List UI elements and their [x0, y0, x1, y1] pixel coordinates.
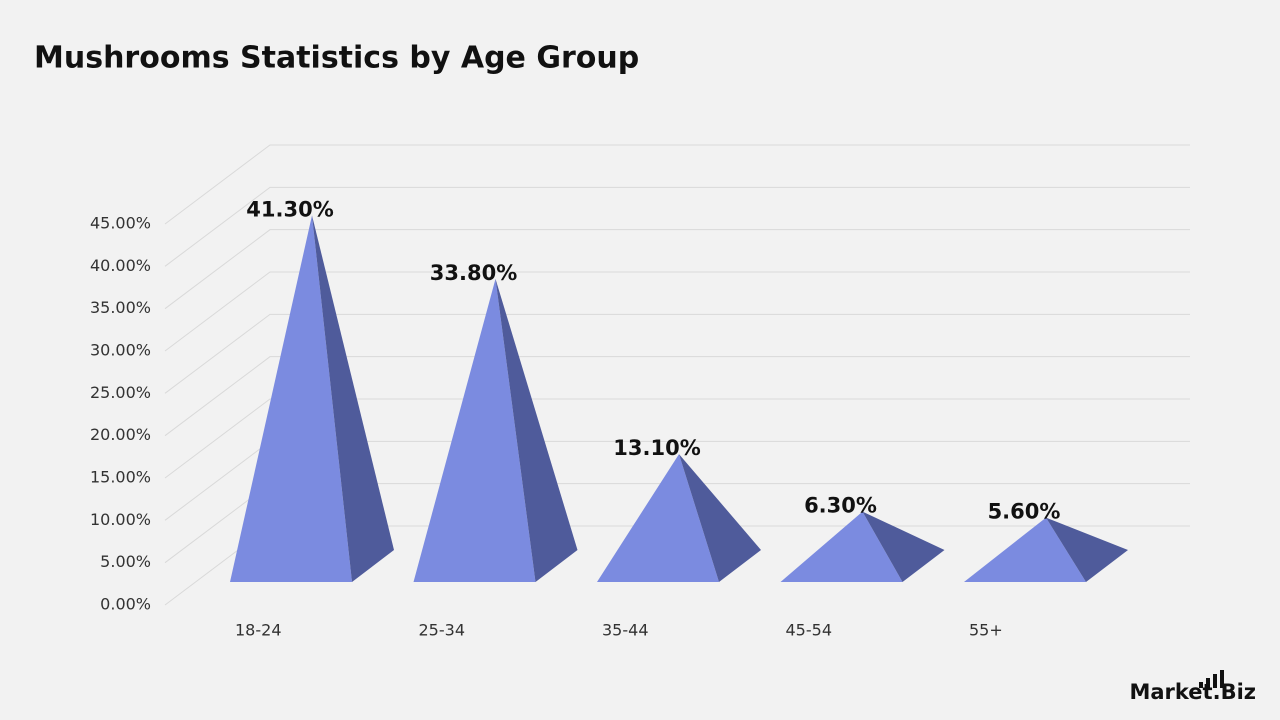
grid-line — [164, 144, 1190, 225]
y-tick-label: 5.00% — [100, 552, 151, 571]
grid-line — [164, 398, 1190, 479]
pyramid-side — [1046, 517, 1128, 582]
pyramid-side — [495, 278, 578, 582]
x-tick-label: 45-54 — [786, 621, 833, 640]
pyramid-side — [312, 215, 394, 582]
data-label: 5.60% — [988, 500, 1061, 524]
y-tick-label: 15.00% — [90, 468, 151, 487]
y-tick-label: 45.00% — [90, 214, 151, 233]
pyramid-front — [597, 454, 719, 582]
pyramid-front — [413, 278, 536, 582]
pyramid-front — [780, 511, 903, 582]
logo-bar — [1213, 674, 1217, 688]
y-tick-label: 25.00% — [90, 383, 151, 402]
pyramid-side — [679, 454, 761, 582]
chart-title: Mushrooms Statistics by Age Group — [34, 41, 639, 76]
y-tick-label: 0.00% — [100, 595, 151, 614]
x-tick-label: 55+ — [969, 621, 1003, 640]
x-tick-label: 35-44 — [602, 621, 649, 640]
brand-logo: Market.Biz — [1129, 670, 1256, 704]
pyramid-side — [862, 511, 945, 582]
grid-line — [164, 356, 1190, 437]
pyramid-front — [964, 517, 1086, 582]
y-tick-label: 10.00% — [90, 510, 151, 529]
data-label: 41.30% — [246, 197, 333, 221]
pyramid-front — [230, 215, 352, 582]
logo-bar — [1220, 670, 1224, 688]
grid-line — [164, 186, 1190, 267]
data-label: 6.30% — [804, 494, 877, 518]
y-tick-label: 35.00% — [90, 298, 151, 317]
x-tick-label: 18-24 — [235, 621, 282, 640]
grid-line — [164, 313, 1190, 394]
logo-bar — [1199, 682, 1203, 688]
grid-line — [164, 271, 1190, 352]
data-label: 33.80% — [430, 261, 517, 285]
y-tick-label: 20.00% — [90, 425, 151, 444]
brand-text: Market.Biz — [1129, 680, 1256, 704]
logo-bar — [1206, 678, 1210, 688]
y-tick-label: 30.00% — [90, 341, 151, 360]
x-tick-label: 25-34 — [419, 621, 466, 640]
y-tick-label: 40.00% — [90, 256, 151, 275]
data-label: 13.10% — [613, 436, 700, 460]
grid-line — [164, 229, 1190, 310]
